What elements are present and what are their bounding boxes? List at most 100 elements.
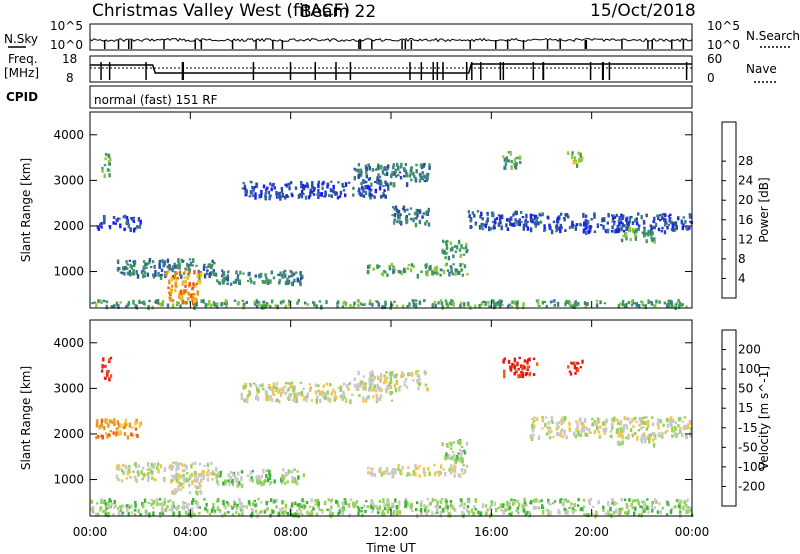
heatmap-cell [450,266,453,269]
heatmap-cell [564,229,567,232]
heatmap-cell [124,418,128,424]
heatmap-cell [146,461,150,467]
heatmap-cell [453,244,457,248]
heatmap-cell [494,302,497,307]
heatmap-cell [409,473,412,476]
heatmap-cell [293,398,296,403]
heatmap-cell [654,222,658,228]
heatmap-cell [316,395,319,400]
heatmap-cell [360,380,363,385]
heatmap-cell [170,467,173,472]
heatmap-cell [237,471,240,476]
heatmap-cell [576,504,580,507]
heatmap-cell [627,417,630,421]
heatmap-cell [312,301,315,305]
heatmap-cell [623,304,627,309]
heatmap-cell [372,386,375,392]
heatmap-cell [300,276,303,280]
heatmap-cell [396,211,399,216]
heatmap-cell [657,432,661,436]
heatmap-cell [544,416,548,419]
heatmap-cell [673,227,677,232]
heatmap-cell [611,225,614,229]
heatmap-cell [146,468,150,472]
heatmap-cell [635,217,638,222]
heatmap-cell [146,272,149,277]
heatmap-cell [683,416,687,419]
heatmap-cell [386,500,389,504]
heatmap-cell [368,301,372,306]
heatmap-cell [666,225,669,230]
heatmap-cell [613,220,616,224]
heatmap-cell [236,301,240,306]
heatmap-cell [559,212,563,216]
heatmap-cell [462,253,466,256]
heatmap-cell [631,432,635,437]
heatmap-cell [265,500,268,506]
heatmap-cell [192,284,195,287]
heatmap-cell [212,503,215,507]
heatmap-cell [486,217,489,223]
heatmap-cell [109,374,113,378]
heatmap-cell [468,215,471,218]
heatmap-cell [546,216,549,219]
heatmap-cell [532,499,536,503]
heatmap-cell [132,220,136,223]
heatmap-cell [338,509,341,515]
heatmap-cell [133,513,137,517]
heatmap-cell [260,509,263,514]
heatmap-cell [130,217,133,220]
heatmap-cell [575,302,578,307]
heatmap-cell [551,421,554,424]
heatmap-cell [346,384,349,388]
heatmap-cell [520,371,523,374]
heatmap-cell [303,505,307,508]
heatmap-cell [132,217,135,222]
heatmap-cell [384,387,388,393]
heatmap-cell [279,392,283,397]
heatmap-cell [342,392,346,396]
heatmap-cell [423,471,427,477]
heatmap-cell [463,302,466,307]
heatmap-cell [595,510,598,513]
heatmap-cell [606,509,610,514]
heatmap-cell [91,509,94,512]
heatmap-cell [368,386,372,390]
heatmap-cell [545,432,549,436]
heatmap-cell [310,511,314,516]
heatmap-cell [287,275,291,279]
heatmap-cell [286,480,289,484]
heatmap-cell [645,213,648,218]
heatmap-cell [109,356,113,360]
heatmap-cell [264,273,267,277]
heatmap-cell [617,432,621,436]
heatmap-cell [569,372,573,376]
heatmap-cell [337,300,340,305]
heatmap-cell [121,511,125,515]
heatmap-cell [130,504,133,508]
heatmap-cell [151,470,154,474]
heatmap-cell [647,229,650,235]
heatmap-cell [513,224,516,227]
heatmap-cell [292,387,295,392]
heatmap-cell [383,166,386,171]
heatmap-cell [446,445,449,448]
heatmap-cell [99,299,102,304]
heatmap-cell [630,503,633,506]
heatmap-cell [425,505,428,509]
heatmap-cell [620,226,624,231]
heatmap-cell [652,438,655,442]
heatmap-cell [555,224,558,230]
heatmap-cell [252,502,255,506]
heatmap-cell [653,237,656,241]
heatmap-cell [678,301,682,306]
heatmap-cell [465,464,469,468]
heatmap-cell [216,302,219,305]
heatmap-cell [392,221,396,225]
heatmap-cell [168,264,171,267]
heatmap-cell [171,270,174,273]
heatmap-cell [157,462,160,466]
heatmap-cell [192,282,195,286]
heatmap-cell [246,474,250,478]
heatmap-cell [281,389,285,394]
